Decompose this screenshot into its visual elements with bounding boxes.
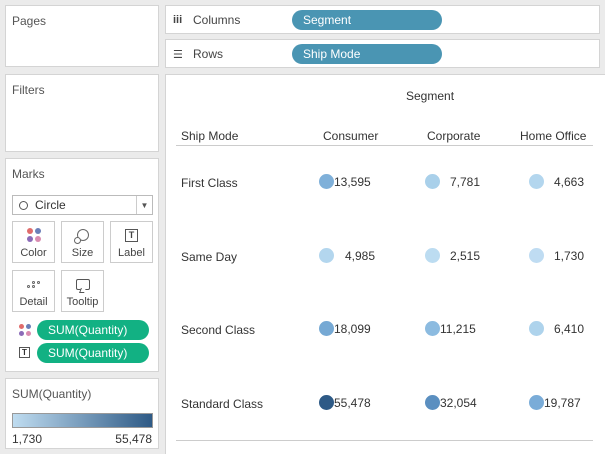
columns-shelf-label: iii Columns [173, 13, 240, 27]
color-gradient-bar [12, 413, 153, 428]
label-field-icon: T [19, 347, 31, 359]
value-cell: 2,515 [450, 249, 481, 263]
size-button[interactable]: Size [61, 221, 104, 263]
detail-button[interactable]: Detail [12, 270, 55, 312]
color-button-label: Color [20, 247, 47, 259]
rows-icon: ☰ [173, 48, 183, 61]
mark-circle[interactable] [529, 321, 544, 336]
size-icon [73, 229, 89, 244]
column-header-corporate[interactable]: Corporate [427, 129, 481, 143]
mark-circle[interactable] [319, 321, 334, 336]
value-cell: 4,663 [554, 175, 585, 189]
value-cell: 55,478 [334, 396, 371, 410]
color-legend-card[interactable]: SUM(Quantity) 1,730 55,478 [5, 378, 159, 449]
mark-circle[interactable] [319, 174, 334, 189]
color-dots-icon [26, 228, 41, 242]
label-button[interactable]: T Label [110, 221, 153, 263]
value-cell: 4,985 [345, 249, 376, 263]
column-header-home-office[interactable]: Home Office [520, 129, 587, 143]
size-button-label: Size [71, 247, 94, 259]
segment-column-title: Segment [406, 89, 455, 103]
marks-title: Marks [12, 167, 45, 181]
label-button-label: Label [118, 247, 145, 259]
row-label-first-class[interactable]: First Class [181, 176, 238, 190]
label-field-pill[interactable]: SUM(Quantity) [37, 343, 149, 363]
bottom-divider [176, 440, 593, 441]
legend-title: SUM(Quantity) [12, 387, 92, 401]
color-field-pill[interactable]: SUM(Quantity) [37, 320, 149, 340]
circle-icon [19, 200, 28, 210]
rows-label-text: Rows [193, 47, 224, 61]
tooltip-button-label: Tooltip [66, 296, 99, 308]
value-cell: 18,099 [334, 322, 371, 336]
column-header-consumer[interactable]: Consumer [323, 129, 379, 143]
mark-circle[interactable] [425, 321, 440, 336]
filters-title: Filters [12, 83, 45, 97]
mark-circle[interactable] [529, 248, 544, 263]
color-button[interactable]: Color [12, 221, 55, 263]
header-divider [176, 145, 593, 146]
tooltip-button[interactable]: Tooltip [61, 270, 104, 312]
viz-view[interactable]: Segment Ship Mode Consumer Corporate Hom… [165, 74, 605, 454]
value-cell: 1,730 [554, 249, 585, 263]
value-cell: 7,781 [450, 175, 481, 189]
value-cell: 32,054 [440, 396, 477, 410]
legend-min: 1,730 [12, 432, 43, 446]
columns-shelf[interactable]: iii Columns Segment [165, 5, 600, 34]
value-cell: 6,410 [554, 322, 585, 336]
mark-type-label: Circle [35, 198, 66, 212]
pages-card[interactable]: Pages [5, 5, 159, 67]
value-cell: 13,595 [334, 175, 371, 189]
tooltip-icon [75, 278, 90, 290]
value-cell: 19,787 [544, 396, 581, 410]
mark-circle[interactable] [425, 395, 440, 410]
row-label-standard-class[interactable]: Standard Class [181, 397, 264, 411]
ship-mode-pill[interactable]: Ship Mode [292, 44, 442, 64]
filters-card[interactable]: Filters [5, 74, 159, 152]
mark-circle[interactable] [425, 174, 440, 189]
detail-icon [26, 280, 41, 288]
label-icon: T [125, 228, 138, 242]
legend-max: 55,478 [115, 432, 152, 446]
rows-shelf-label: ☰ Rows [173, 47, 223, 61]
row-label-second-class[interactable]: Second Class [181, 323, 256, 337]
mark-circle[interactable] [529, 395, 544, 410]
mark-circle[interactable] [319, 248, 334, 263]
chevron-down-icon[interactable]: ▼ [136, 196, 152, 214]
rows-shelf[interactable]: ☰ Rows Ship Mode [165, 39, 600, 68]
marks-card: Marks Circle ▼ Color Size T Label Detail… [5, 158, 159, 372]
mark-type-dropdown[interactable]: Circle ▼ [12, 195, 153, 215]
value-cell: 11,215 [440, 322, 476, 336]
detail-button-label: Detail [19, 296, 48, 308]
color-field-icon [19, 324, 31, 336]
mark-circle[interactable] [319, 395, 334, 410]
row-label-same-day[interactable]: Same Day [181, 250, 238, 264]
segment-pill[interactable]: Segment [292, 10, 442, 30]
pages-title: Pages [12, 14, 47, 28]
mark-circle[interactable] [425, 248, 440, 263]
mark-circle[interactable] [529, 174, 544, 189]
ship-mode-row-header: Ship Mode [181, 129, 239, 143]
columns-label-text: Columns [193, 13, 241, 27]
columns-icon: iii [173, 14, 183, 26]
